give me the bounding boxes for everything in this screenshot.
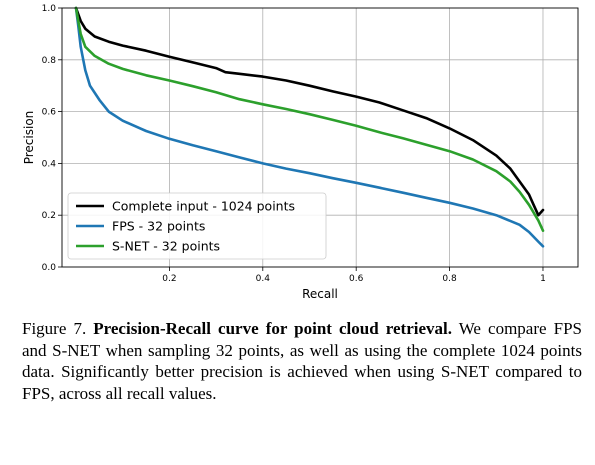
x-tick-label: 0.2 bbox=[162, 274, 176, 284]
caption-body: We compare FPS and S-NET when sampling 3… bbox=[22, 319, 582, 403]
series-line-2 bbox=[74, 6, 545, 232]
axes-frame bbox=[61, 7, 579, 268]
x-axis-label: Recall bbox=[302, 287, 338, 301]
x-tick-label: 0.8 bbox=[442, 274, 457, 284]
series-line-1 bbox=[74, 6, 545, 248]
precision-recall-chart: 0.2 0.4 0.6 0.8 1 0.0 0.2 0.4 0.6 0.8 1.0 Recall Pre… bbox=[22, 4, 579, 301]
plot-area: 0.2 0.4 0.6 0.8 1 0.0 0.2 0.4 0.6 0.8 1.0 Recall Pre… bbox=[22, 4, 579, 301]
y-axis-label: Precision bbox=[22, 111, 36, 165]
caption-lead: Figure 7. bbox=[22, 319, 94, 338]
legend-label-2: S-NET - 32 points bbox=[112, 239, 220, 254]
y-tick-label: 0.2 bbox=[42, 211, 56, 221]
series-line-0 bbox=[74, 6, 545, 217]
legend-box bbox=[67, 192, 327, 260]
legend-label-1: FPS - 32 points bbox=[112, 219, 205, 234]
y-tick-label: 0.6 bbox=[42, 108, 57, 118]
y-tick-label: 0.8 bbox=[42, 56, 57, 66]
caption-title: Precision-Recall curve for point cloud r… bbox=[93, 319, 452, 338]
y-tick-label: 0.0 bbox=[42, 263, 57, 273]
x-tick-label: 1 bbox=[540, 274, 546, 284]
legend-label-0: Complete input - 1024 points bbox=[112, 199, 295, 214]
figure-caption: Figure 7. Precision-Recall curve for poi… bbox=[22, 318, 582, 404]
x-tick-label: 0.4 bbox=[256, 274, 271, 284]
y-tick-label: 0.4 bbox=[42, 159, 57, 169]
x-tick-label: 0.6 bbox=[349, 274, 364, 284]
y-tick-label: 1.0 bbox=[42, 4, 57, 14]
